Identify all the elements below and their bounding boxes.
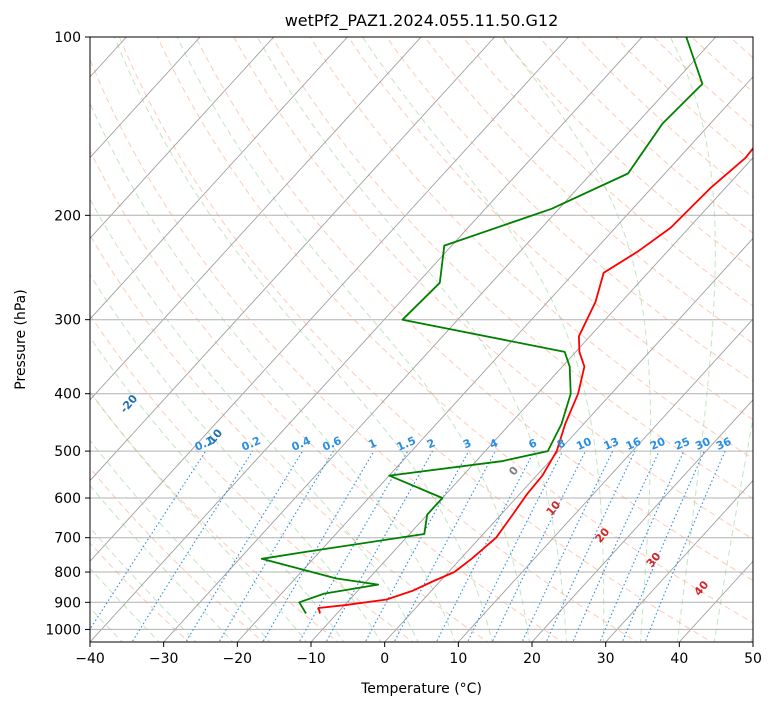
x-tick-label: 0	[380, 651, 389, 667]
x-axis-label: Temperature (°C)	[360, 681, 482, 697]
x-tick-label: 50	[744, 651, 762, 667]
x-tick-label: 20	[523, 651, 541, 667]
y-tick-label: 1000	[45, 622, 81, 638]
y-tick-label: 600	[54, 491, 81, 507]
y-tick-label: 900	[54, 595, 81, 611]
x-tick-label: −20	[223, 651, 253, 667]
y-tick-label: 400	[54, 387, 81, 403]
y-tick-label: 300	[54, 313, 81, 329]
x-tick-label: 30	[597, 651, 615, 667]
y-tick-label: 500	[54, 444, 81, 460]
y-axis-label: Pressure (hPa)	[13, 289, 29, 389]
y-tick-label: 200	[54, 208, 81, 224]
x-tick-label: 10	[449, 651, 467, 667]
x-tick-label: −30	[149, 651, 179, 667]
x-tick-label: −40	[75, 651, 105, 667]
y-tick-label: 800	[54, 565, 81, 581]
x-tick-label: −10	[296, 651, 326, 667]
y-tick-label: 100	[54, 30, 81, 46]
chart-title: wetPf2_PAZ1.2024.055.11.50.G12	[285, 11, 559, 31]
x-tick-label: 40	[670, 651, 688, 667]
y-tick-label: 700	[54, 531, 81, 547]
